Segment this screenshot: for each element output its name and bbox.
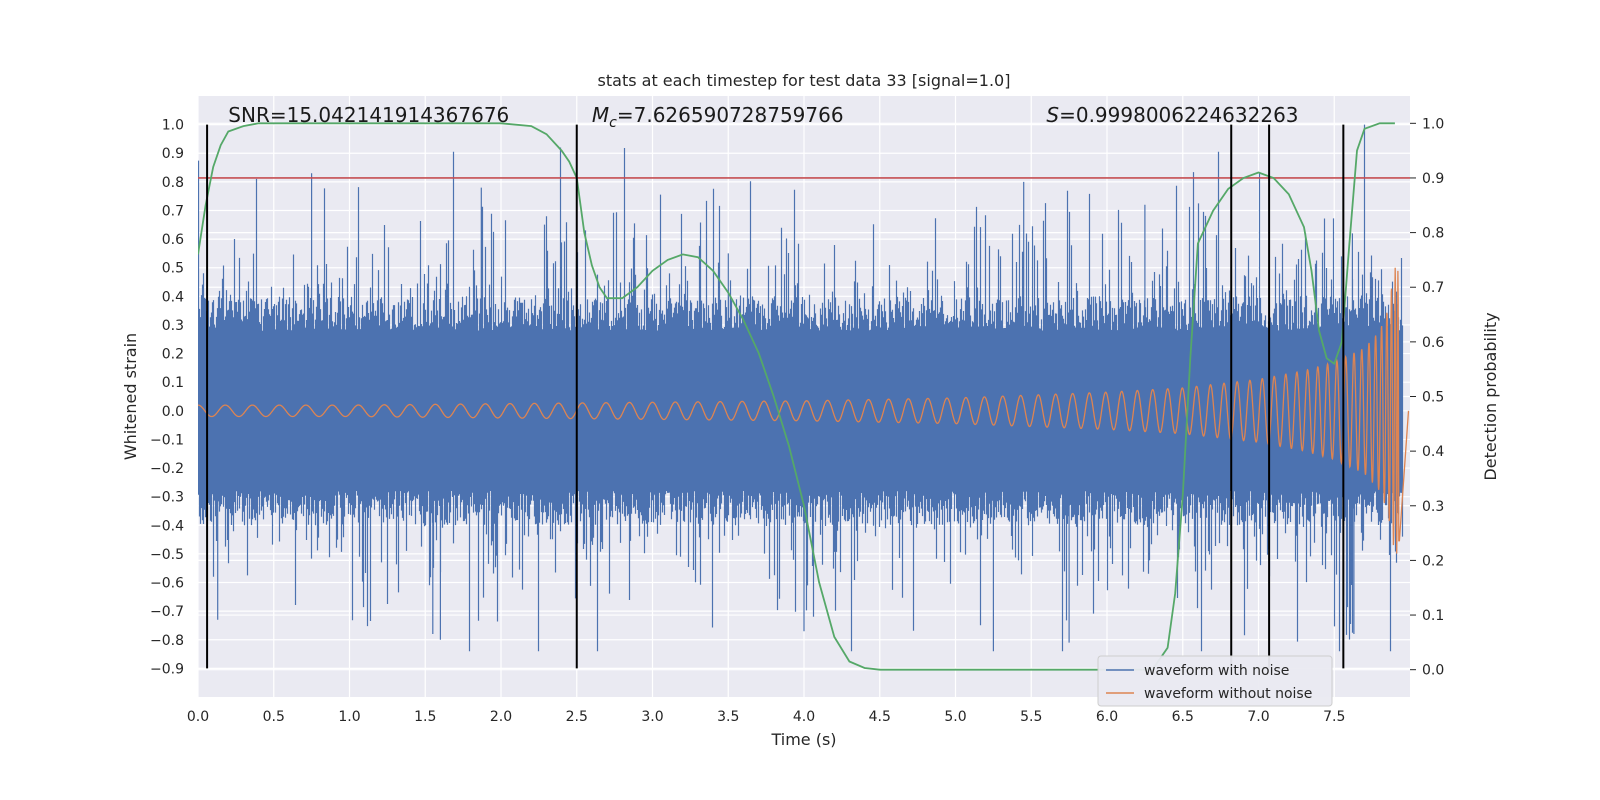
- x-axis-ticks: 0.0 0.5 1.0 1.5 2.0 2.5 3.0 3.5 4.0 4.5 5.0 5.5 6.0 6…: [187, 709, 1346, 725]
- y-tick-label: 0.6: [162, 232, 184, 248]
- right-y-tick-label: 1.0: [1422, 116, 1444, 132]
- x-tick-label: 0.0: [187, 709, 209, 725]
- annotation-score: S=0.9998006224632263: [1046, 103, 1298, 127]
- x-tick-label: 1.0: [338, 709, 360, 725]
- right-y-tick-label: 0.1: [1422, 608, 1444, 624]
- x-tick-label: 3.0: [641, 709, 663, 725]
- x-tick-label: 4.0: [793, 709, 815, 725]
- y-tick-label: −0.7: [150, 604, 184, 620]
- x-tick-label: 5.0: [944, 709, 966, 725]
- y-tick-label: 0.9: [162, 146, 184, 162]
- legend-label: waveform with noise: [1144, 663, 1289, 679]
- right-y-tick-label: 0.9: [1422, 171, 1444, 187]
- x-tick-label: 2.0: [490, 709, 512, 725]
- right-y-tick-label: 0.6: [1422, 335, 1444, 351]
- legend-box: [1097, 655, 1333, 707]
- y-tick-label: −0.5: [150, 547, 184, 563]
- y-tick-label: 0.7: [162, 203, 184, 219]
- chart-title: stats at each timestep for test data 33 …: [598, 71, 1011, 90]
- legend: waveform with noise waveform without nois…: [1097, 655, 1333, 707]
- x-tick-label: 2.5: [566, 709, 588, 725]
- y-tick-label: 0.8: [162, 175, 184, 191]
- x-axis-label: Time (s): [770, 730, 836, 749]
- legend-label: waveform without noise: [1144, 686, 1312, 702]
- y-tick-label: −0.6: [150, 576, 184, 592]
- right-y-axis-ticks: 0.0 0.1 0.2 0.3 0.4 0.5 0.6 0.7 0.8 0.9 1.0: [1410, 116, 1444, 679]
- y-tick-label: −0.3: [150, 490, 184, 506]
- y-tick-label: 0.5: [162, 261, 184, 277]
- y-tick-label: −0.4: [150, 518, 184, 534]
- x-tick-label: 0.5: [263, 709, 285, 725]
- y-tick-label: 0.2: [162, 347, 184, 363]
- right-y-tick-label: 0.5: [1422, 390, 1444, 406]
- y-tick-label: 0.0: [162, 404, 184, 420]
- annotations: SNR=15.042141914367676 Mc=7.6265907287597…: [228, 103, 1298, 131]
- series-layer: [198, 122, 1410, 671]
- x-tick-label: 6.5: [1172, 709, 1194, 725]
- y-axis-ticks: −0.9 −0.8 −0.7 −0.6 −0.5 −0.4 −0.3 −0.2 −0.1 0.0 0…: [150, 118, 184, 678]
- right-y-tick-label: 0.7: [1422, 280, 1444, 296]
- series-detection-probability: [198, 122, 1395, 671]
- x-tick-label: 7.5: [1323, 709, 1345, 725]
- y-tick-label: 1.0: [162, 118, 184, 134]
- vertical-lines: [206, 124, 1345, 669]
- y-tick-label: 0.1: [162, 375, 184, 391]
- y-tick-label: −0.9: [150, 661, 184, 677]
- right-y-tick-label: 0.3: [1422, 499, 1444, 515]
- right-y-axis-label: Detection probability: [1481, 312, 1500, 480]
- right-y-tick-label: 0.8: [1422, 226, 1444, 242]
- x-tick-label: 5.5: [1020, 709, 1042, 725]
- x-tick-label: 3.5: [717, 709, 739, 725]
- y-tick-label: −0.2: [150, 461, 184, 477]
- y-tick-label: −0.8: [150, 633, 184, 649]
- x-tick-label: 1.5: [414, 709, 436, 725]
- y-axis-label: Whitened strain: [121, 333, 140, 460]
- right-y-tick-label: 0.2: [1422, 553, 1444, 569]
- y-tick-label: 0.4: [162, 289, 184, 305]
- x-tick-label: 4.5: [869, 709, 891, 725]
- annotation-chirp-mass: Mc=7.626590728759766: [592, 103, 844, 131]
- x-tick-label: 7.0: [1247, 709, 1269, 725]
- y-tick-label: 0.3: [162, 318, 184, 334]
- y-tick-label: −0.1: [150, 432, 184, 448]
- annotation-snr: SNR=15.042141914367676: [228, 103, 509, 127]
- right-y-tick-label: 0.4: [1422, 444, 1444, 460]
- x-tick-label: 6.0: [1096, 709, 1118, 725]
- series-waveform-without-noise: [198, 267, 1410, 554]
- right-y-tick-label: 0.0: [1422, 663, 1444, 679]
